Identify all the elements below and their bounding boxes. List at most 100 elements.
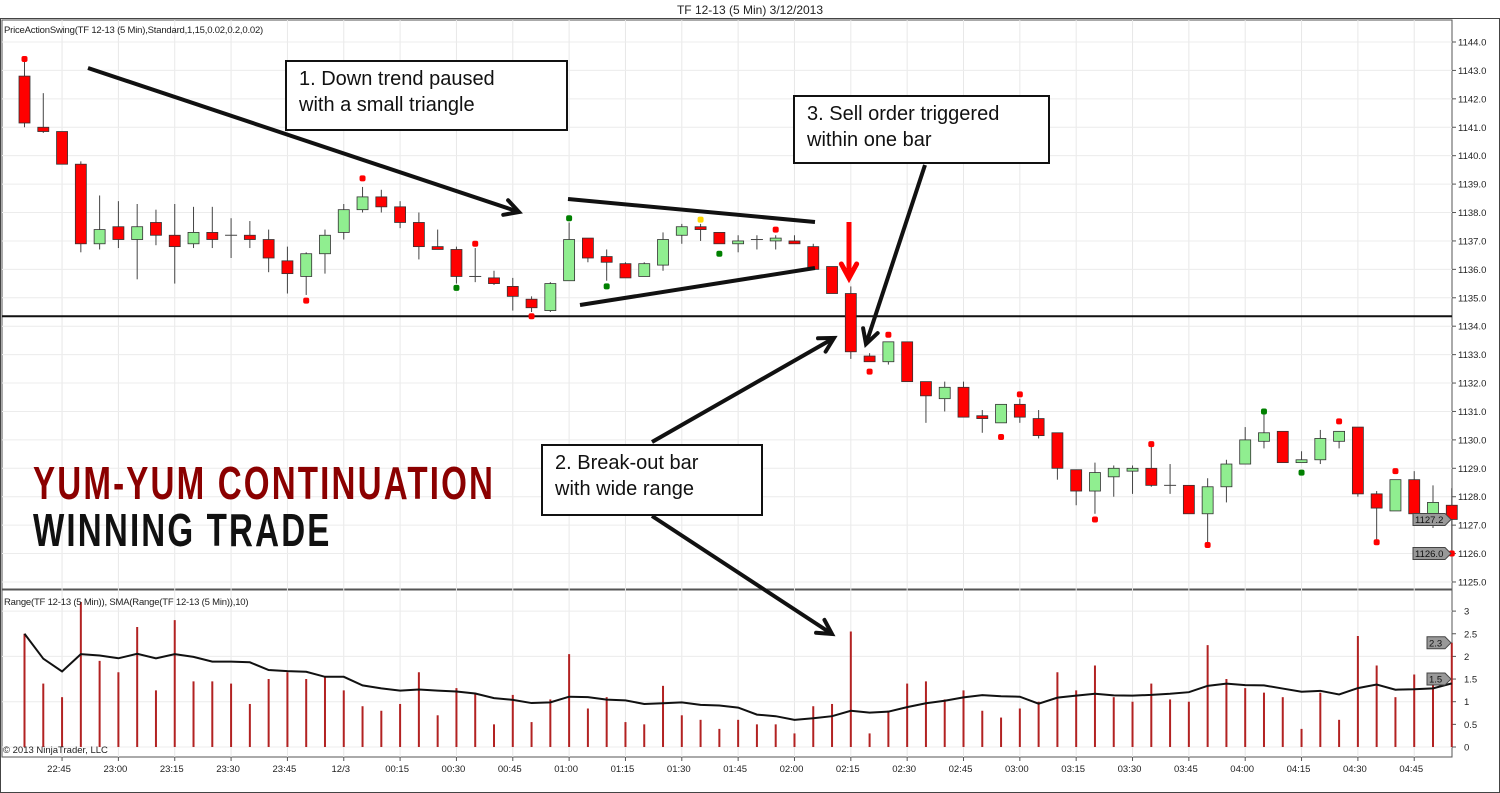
y-tick-label: 1129.0 — [1458, 464, 1486, 475]
x-tick-label: 03:30 — [1118, 764, 1142, 775]
candlestick — [826, 266, 838, 294]
swing-marker-dot — [1204, 542, 1211, 549]
triangle-upper-line — [567, 197, 816, 224]
swing-marker-dot — [303, 297, 310, 304]
breakout-range-arrow — [650, 514, 834, 636]
range-badge — [1426, 636, 1452, 650]
x-tick-label: 23:00 — [104, 764, 128, 775]
candlestick — [694, 223, 707, 241]
candle-body-down — [1445, 504, 1458, 520]
swing-marker-dot — [1373, 539, 1380, 546]
note-2-line-1: 2. Break-out bar — [555, 452, 699, 474]
y-tick-label: 1140.0 — [1458, 151, 1486, 162]
candlestick — [638, 262, 651, 277]
y-tick-label: 1137.0 — [1458, 236, 1486, 247]
y-tick-label: 1134.0 — [1458, 322, 1486, 333]
candlestick — [337, 203, 350, 240]
price-badge-label: 1127.2 — [1415, 515, 1443, 526]
swing-marker-dot — [1336, 418, 1343, 425]
candlestick — [750, 235, 763, 250]
candlestick — [206, 206, 219, 249]
note-3-line-1: 3. Sell order triggered — [807, 103, 1000, 125]
candle-body-up — [657, 239, 669, 266]
candlestick — [1314, 429, 1327, 465]
x-tick-label: 03:15 — [1061, 764, 1085, 775]
price-badge-label: 1126.0 — [1415, 549, 1443, 560]
candle-body-up — [675, 226, 688, 236]
candlestick — [713, 232, 726, 245]
sell-order-arrow-head — [861, 326, 880, 348]
candle-body-down — [1276, 430, 1289, 464]
candle-body-up — [544, 283, 557, 311]
downtrend-arrow-head — [501, 198, 523, 217]
candlestick — [1333, 430, 1345, 449]
candle-body-up — [638, 263, 651, 277]
candlestick — [957, 381, 970, 418]
candlestick — [1370, 491, 1383, 543]
candlestick — [300, 252, 313, 295]
candlestick — [18, 56, 31, 128]
x-tick-label: 00:30 — [442, 764, 466, 775]
range-y-tick-label: 1.5 — [1464, 675, 1477, 686]
candle-body-down — [600, 256, 613, 263]
candle-body-up — [337, 209, 350, 233]
range-indicator-label: Range(TF 12-13 (5 Min)), SMA(Range(TF 12… — [4, 597, 249, 608]
sma-line — [23, 633, 1453, 721]
swing-marker-dot — [453, 284, 460, 291]
candle-body-up — [300, 253, 313, 277]
range-y-tick-label: 2 — [1464, 652, 1469, 663]
candlestick — [37, 93, 50, 133]
candle-body-down — [1351, 426, 1364, 495]
y-tick-label: 1142.0 — [1458, 94, 1486, 105]
range-panel — [1, 589, 1453, 758]
candle-body-down — [582, 237, 594, 259]
entry-arrow-head — [838, 261, 860, 284]
candlestick — [56, 131, 68, 165]
swing-marker-dot — [1148, 441, 1155, 448]
x-tick-label: 12/3 — [332, 764, 351, 775]
note-2-line-2: with wide range — [555, 478, 694, 500]
y-tick-label: 1125.0 — [1458, 577, 1486, 588]
candle-body-down — [525, 298, 538, 309]
candlestick — [544, 282, 557, 312]
note-1-line-1: 1. Down trend paused — [299, 68, 495, 90]
swing-marker-dot — [772, 226, 779, 233]
candlestick — [168, 203, 181, 284]
x-tick-label: 03:00 — [1005, 764, 1029, 775]
breakout-bar-arrow — [651, 336, 835, 444]
range-y-tick-label: 0 — [1464, 743, 1469, 754]
candle-body-up — [938, 386, 951, 400]
candlestick — [976, 410, 989, 433]
swing-marker-dot — [866, 368, 873, 375]
price-badge — [1412, 547, 1452, 561]
candle-body-up — [1295, 459, 1308, 464]
y-tick-label: 1127.0 — [1458, 521, 1486, 532]
candlestick — [1445, 488, 1458, 554]
candlestick — [920, 381, 932, 423]
candle-body-up — [995, 403, 1007, 424]
candle-body-down — [1182, 484, 1195, 515]
candle-body-down — [863, 355, 876, 363]
candlestick — [995, 403, 1007, 424]
candlestick — [131, 203, 144, 280]
price-badge — [1412, 512, 1452, 526]
candlestick — [356, 186, 369, 213]
candle-body-down — [168, 234, 181, 248]
candle-body-down — [807, 246, 820, 270]
swing-marker-dot — [1260, 408, 1267, 415]
candlestick — [506, 277, 519, 311]
x-tick-label: 01:15 — [611, 764, 635, 775]
candlestick — [525, 296, 538, 312]
swing-marker-dot — [359, 175, 366, 182]
candle-body-down — [74, 163, 87, 245]
candlestick — [262, 229, 275, 273]
candlestick — [732, 235, 745, 253]
x-tick-label: 01:45 — [723, 764, 747, 775]
candlestick — [769, 235, 782, 250]
candle-body-up — [187, 232, 200, 245]
candlestick — [1276, 430, 1289, 464]
candlestick — [600, 249, 613, 281]
price-indicator-label: PriceActionSwing(TF 12-13 (5 Min),Standa… — [4, 25, 264, 36]
candle-body-down — [450, 249, 463, 277]
y-tick-label: 1143.0 — [1458, 66, 1486, 77]
